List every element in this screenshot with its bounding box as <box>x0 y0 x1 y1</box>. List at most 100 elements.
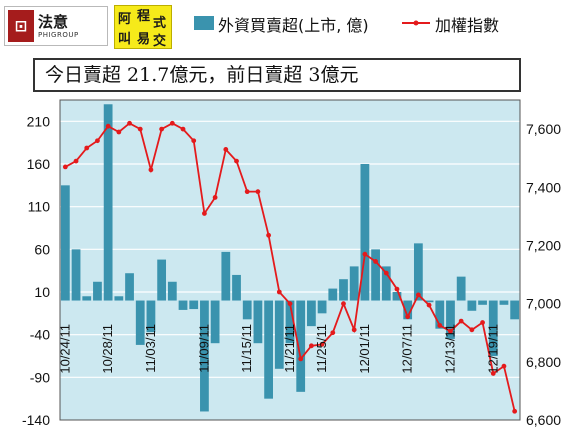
phigroup-mark-icon: ⊡ <box>8 10 34 42</box>
bar <box>146 300 156 333</box>
logo2-char: 阿 <box>118 12 132 27</box>
y-left-tick-label: -40 <box>30 327 50 343</box>
bar <box>232 274 241 301</box>
index-point <box>244 189 250 195</box>
index-point <box>159 126 165 132</box>
bar <box>242 300 252 320</box>
bar <box>381 266 391 301</box>
index-point <box>308 343 314 349</box>
index-point <box>469 327 475 333</box>
bar <box>446 300 455 339</box>
y-right-tick-label: 6,600 <box>526 412 561 428</box>
legend-label-line: 加權指數 <box>435 16 500 35</box>
y-left-tick-label: -140 <box>22 412 50 428</box>
index-point <box>234 158 239 164</box>
index-point <box>330 330 336 336</box>
bar <box>488 300 498 356</box>
index-point <box>191 138 197 144</box>
bar <box>307 300 316 327</box>
index-point <box>512 408 518 414</box>
bar <box>510 300 520 320</box>
index-point <box>394 286 400 292</box>
y-left-tick-label: 60 <box>34 241 50 257</box>
bar <box>82 296 92 301</box>
bar <box>167 281 177 301</box>
bar <box>125 273 134 301</box>
bar <box>499 300 509 305</box>
index-point <box>501 363 507 369</box>
y-right-tick-label: 7,000 <box>526 296 561 312</box>
index-point <box>212 195 218 200</box>
index-point <box>480 320 485 325</box>
bar <box>328 288 338 301</box>
y-left-tick-label: 110 <box>28 199 51 215</box>
plot-area <box>59 99 521 421</box>
x-tick-label: 12/07/11 <box>400 324 415 374</box>
bar <box>285 300 295 344</box>
x-tick-label: 11/25/11 <box>314 324 329 373</box>
index-point <box>62 164 68 170</box>
x-tick-label: 12/19/11 <box>485 324 500 374</box>
logo2-char: 交 <box>153 34 167 49</box>
x-tick-label: 12/01/11 <box>357 324 372 374</box>
index-point <box>137 126 143 132</box>
index-point <box>341 301 346 307</box>
logo2-char: 式 <box>153 16 167 31</box>
logo2-char: 叫 <box>118 32 132 47</box>
bar <box>339 279 348 301</box>
bar <box>178 300 188 310</box>
index-point <box>383 270 389 276</box>
index-point <box>490 371 496 376</box>
bar <box>456 276 466 301</box>
x-tick-label: 11/15/11 <box>239 324 254 373</box>
logo2-char: 易 <box>137 32 151 47</box>
y-left-tick-label: 10 <box>34 284 50 300</box>
y-right-tick-label: 7,600 <box>526 121 561 137</box>
bar <box>103 104 113 301</box>
index-point <box>276 289 282 295</box>
index-point <box>84 145 90 151</box>
index-point <box>95 138 100 144</box>
bar <box>349 266 359 301</box>
bar <box>467 300 477 311</box>
bar <box>371 249 380 301</box>
x-tick-label: 12/13/11 <box>442 324 457 374</box>
x-tick-label: 11/21/11 <box>282 324 297 373</box>
bar <box>478 300 487 305</box>
bar <box>71 249 81 301</box>
y-right-tick-label: 7,400 <box>526 179 561 195</box>
bar <box>210 300 220 344</box>
legend-line-swatch <box>402 20 430 26</box>
bar <box>435 300 445 329</box>
index-point <box>437 323 443 328</box>
bar <box>135 300 145 345</box>
phigroup-logo: ⊡ 法意 PHIGROUP <box>4 6 108 46</box>
index-point <box>127 120 132 126</box>
bar <box>93 281 102 301</box>
index-point <box>458 318 464 324</box>
index-point <box>415 292 421 298</box>
bar <box>392 292 402 301</box>
index-point <box>298 356 304 362</box>
index-line <box>64 122 516 412</box>
bar <box>296 300 306 392</box>
index-point <box>116 129 122 135</box>
bar <box>424 300 434 303</box>
y-left-tick-label: 210 <box>27 113 51 129</box>
index-point <box>426 302 432 308</box>
index-point <box>319 341 325 347</box>
index-point <box>351 327 357 333</box>
y-right-tick-label: 7,200 <box>526 237 561 253</box>
index-point <box>266 232 272 238</box>
y-left-tick-label: 160 <box>27 156 51 172</box>
bar <box>60 185 70 301</box>
index-point <box>169 120 175 126</box>
legend-label-bar: 外資買賣超(上市, 億) <box>218 16 369 35</box>
bar <box>274 300 284 369</box>
bar <box>403 300 413 320</box>
logo2-char: 程 <box>137 9 151 24</box>
bar <box>360 164 370 301</box>
x-tick-label: 10/28/11 <box>100 324 115 374</box>
index-point <box>202 211 207 216</box>
index-point <box>287 301 293 307</box>
